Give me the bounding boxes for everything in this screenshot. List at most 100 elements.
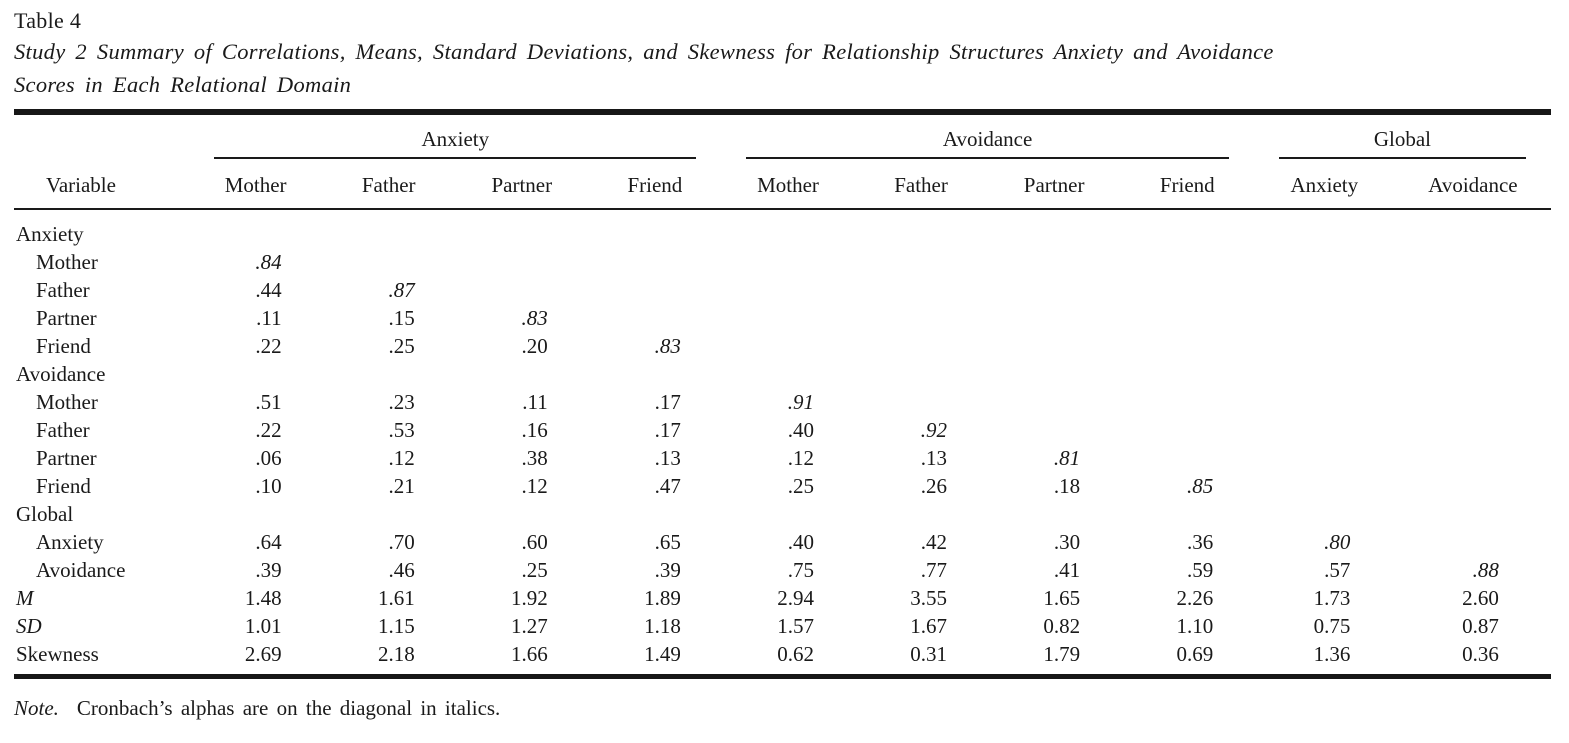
value-cell [1395,387,1551,415]
statistic-value: .11 [522,390,548,414]
column-header: Mother [721,160,855,210]
value-cell: .47 [588,471,721,499]
statistic-value: .65 [654,530,681,554]
table-row: Partner .11 .15 .83 [14,303,1551,331]
note-text: Cronbach’s alphas are on the diagonal in… [76,696,501,720]
value-cell [855,499,988,527]
column-header-row: Variable Mother Father Partner Friend Mo… [14,160,1551,210]
column-header: Avoidance [1394,160,1551,210]
statistic-value: .53 [388,418,415,442]
column-header: Partner [987,160,1121,210]
row-label: Partner [36,446,97,470]
column-header: Father [322,160,456,210]
table-caption-line1: Study 2 Summary of Correlations, Means, … [14,39,1274,64]
value-cell: .41 [988,555,1121,583]
statistic-value: .51 [255,390,282,414]
value-cell: 1.15 [322,611,455,639]
group-underline-anxiety: Anxiety [214,127,697,159]
table-caption-line2: Scores in Each Relational Domain [14,72,352,97]
statistic-value: 0.87 [1462,614,1499,638]
value-cell: 2.94 [721,583,854,611]
value-cell [1395,209,1551,247]
value-cell [588,247,721,275]
value-cell [721,209,854,247]
value-cell [588,275,721,303]
value-cell [1395,443,1551,471]
value-cell: .84 [189,247,322,275]
group-label: Global [1373,127,1431,151]
group-label: Avoidance [942,127,1033,151]
value-cell: .91 [721,387,854,415]
statistic-value: 3.55 [910,586,948,610]
table-caption: Study 2 Summary of Correlations, Means, … [14,35,1551,101]
value-cell [988,209,1121,247]
value-cell: 1.61 [322,583,455,611]
value-cell: .11 [455,387,588,415]
value-cell: 1.92 [455,583,588,611]
table-note: Note. Cronbach’s alphas are on the diagon… [14,694,1551,722]
group-header-row: Anxiety Avoidance Global [14,112,1551,160]
value-cell [588,209,721,247]
statistic-value: .38 [521,446,548,470]
statistic-value: 0.31 [910,642,948,666]
value-cell: .44 [189,275,322,303]
statistic-value: .59 [1186,558,1214,582]
column-header-variable: Variable [14,160,190,210]
cronbach-alpha-value: .88 [1472,558,1499,582]
value-cell [588,303,721,331]
statistic-value: .12 [787,446,814,470]
value-cell: .12 [721,443,854,471]
group-label: Anxiety [421,127,490,151]
value-cell: 1.49 [588,639,721,677]
value-cell [988,275,1121,303]
value-cell: .46 [322,555,455,583]
statistic-value: .20 [521,334,548,358]
value-cell: .75 [721,555,854,583]
value-cell [721,303,854,331]
statistic-value: .26 [920,474,948,498]
table-header: Anxiety Avoidance Global Variable Mother [14,112,1551,210]
row-label: Father [36,278,90,302]
value-cell [1121,443,1254,471]
statistic-value: .39 [654,558,681,582]
table-row: Friend .22 .25 .20 .83 [14,331,1551,359]
value-cell: 0.69 [1121,639,1254,677]
value-cell [1121,303,1254,331]
statistic-value: .12 [388,446,415,470]
value-cell: 1.73 [1254,583,1395,611]
statistic-value: .18 [1053,474,1081,498]
statistic-value: .30 [1053,530,1081,554]
value-cell [588,359,721,387]
value-cell [721,331,854,359]
value-cell: .11 [189,303,322,331]
value-cell [1254,331,1395,359]
value-cell: .83 [588,331,721,359]
value-cell [455,499,588,527]
statistic-value: .06 [255,446,282,470]
statistic-value: 2.26 [1176,586,1214,610]
value-cell [1254,303,1395,331]
value-cell [1121,387,1254,415]
statistic-value: 2.94 [777,586,814,610]
statistic-value: 1.89 [644,586,681,610]
value-cell [988,303,1121,331]
value-cell [988,415,1121,443]
statistic-value: .13 [654,446,681,470]
value-cell [1395,275,1551,303]
value-cell [1121,209,1254,247]
table-row: Father .44 .87 [14,275,1551,303]
value-cell: .25 [721,471,854,499]
statistic-value: .25 [521,558,548,582]
statistic-value: .77 [920,558,948,582]
value-cell: .17 [588,387,721,415]
value-cell: .83 [455,303,588,331]
statistic-value: .21 [388,474,415,498]
value-cell: 1.67 [855,611,988,639]
value-cell: 2.18 [322,639,455,677]
cronbach-alpha-value: .85 [1186,474,1214,498]
value-cell: .92 [855,415,988,443]
group-header-global: Global [1254,112,1551,160]
value-cell: .59 [1121,555,1254,583]
statistic-value: 0.75 [1313,614,1351,638]
statistic-value: .13 [920,446,948,470]
